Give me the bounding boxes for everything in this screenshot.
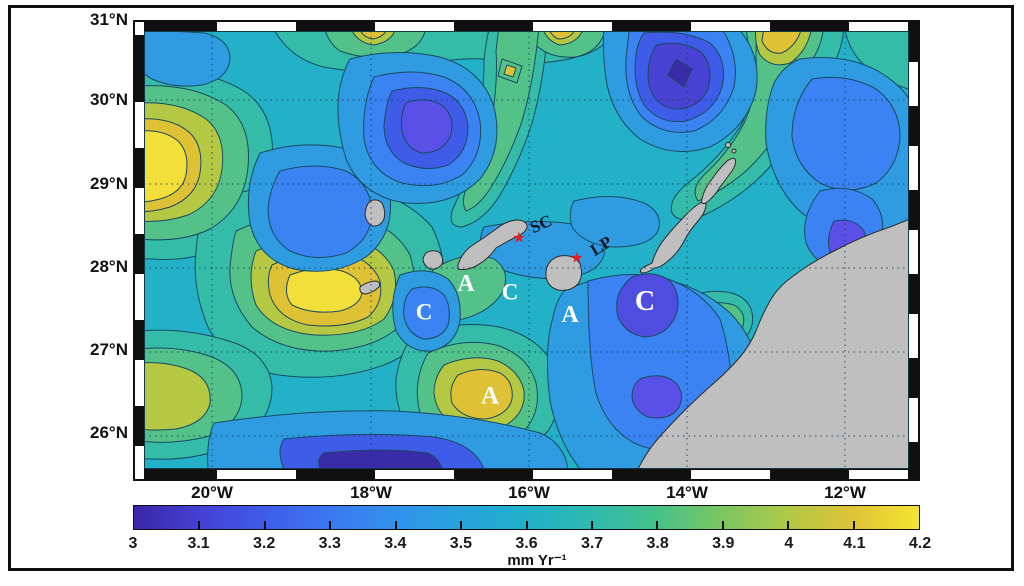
island-fuerteventura [639, 201, 707, 274]
island-lanzarote [701, 157, 737, 204]
colorbar-tick-label: 4.1 [843, 535, 866, 552]
lon-tick-label: 14°W [666, 483, 708, 502]
colorbar-tick [263, 521, 266, 529]
colorbar-tick [721, 521, 724, 529]
lat-tick-label: 29°N [90, 174, 128, 193]
contour-map [144, 31, 909, 469]
island-la-gomera [422, 250, 444, 270]
colorbar-tick-label: 3.2 [253, 535, 276, 552]
colorbar-tick [787, 521, 790, 529]
islet-alegranza [731, 148, 737, 154]
colorbar-tick [852, 521, 855, 529]
africa-coast [637, 218, 909, 469]
lat-tick-label: 30°N [90, 90, 128, 109]
figure-border [8, 5, 1014, 571]
colorbar-tick [590, 521, 593, 529]
island-el-hierro [359, 280, 381, 295]
colorbar-unit-label: mm Yr⁻¹ [507, 552, 567, 569]
colorbar-tick-label: 3 [128, 535, 138, 552]
lon-tick-label: 20°W [191, 483, 233, 502]
island-tenerife [457, 219, 528, 271]
colorbar-tick [329, 521, 332, 529]
colorbar [133, 505, 920, 530]
islet-la-graciosa [725, 142, 731, 148]
lat-tick-label: 31°N [90, 10, 128, 29]
island-la-palma [364, 199, 386, 227]
colorbar-tick-label: 4.2 [908, 535, 932, 552]
colorbar-tick-label: 3.7 [580, 535, 604, 552]
frame-zebra-bottom [134, 469, 919, 480]
colorbar-tick [198, 521, 201, 529]
lat-tick-label: 28°N [90, 257, 128, 276]
lat-tick-label: 26°N [90, 423, 128, 442]
colorbar-tick-label: 3.5 [449, 535, 473, 552]
blue-regions [144, 31, 909, 469]
land-masses [359, 142, 909, 469]
colorbar-tick-label: 3.4 [384, 535, 407, 552]
colorbar-tick [460, 521, 463, 529]
lon-tick-label: 18°W [350, 483, 392, 502]
frame-zebra-right [908, 21, 919, 480]
colorbar-tick-label: 3.1 [187, 535, 210, 552]
island-gran-canaria [545, 255, 583, 291]
colorbar-tick-label: 3.9 [712, 535, 735, 552]
colorbar-tick [656, 521, 659, 529]
colorbar-tick [394, 521, 397, 529]
colorbar-tick-labels: 3 3.1 3.2 3.3 3.4 3.5 3.6 3.7 3.8 3.9 4 4.1 4.2 [129, 535, 932, 555]
colorbar-tick [525, 521, 528, 529]
lon-tick-label: 16°W [508, 483, 550, 502]
colorbar-tick-label: 3.8 [646, 535, 669, 552]
lon-tick-label: 12°W [824, 483, 866, 502]
colorbar-tick-label: 3.3 [318, 535, 341, 552]
lat-tick-label: 27°N [90, 340, 128, 359]
colorbar-tick-label: 3.6 [515, 535, 538, 552]
colorbar-tick-label: 4 [784, 535, 794, 552]
yellow-cores [144, 130, 363, 313]
graticule [144, 31, 909, 469]
